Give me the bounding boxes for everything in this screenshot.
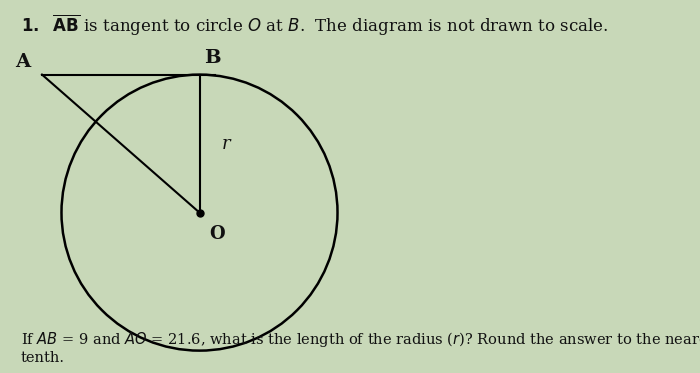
Text: r: r bbox=[221, 135, 230, 153]
Text: If $AB$ = 9 and $AO$ = 21.6, what is the length of the radius ($r$)? Round the a: If $AB$ = 9 and $AO$ = 21.6, what is the… bbox=[21, 330, 700, 365]
Text: B: B bbox=[204, 48, 221, 67]
Text: O: O bbox=[209, 225, 225, 242]
Text: A: A bbox=[15, 53, 30, 70]
Text: $\mathbf{1.}$  $\overline{\mathbf{AB}}$ is tangent to circle $O$ at $B$.  The di: $\mathbf{1.}$ $\overline{\mathbf{AB}}$ i… bbox=[21, 13, 608, 38]
